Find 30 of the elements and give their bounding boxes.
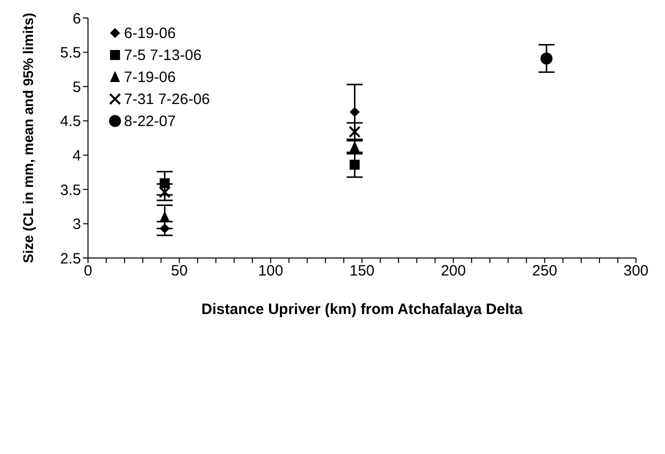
x-tick-label: 150 <box>349 262 375 280</box>
x-tick-label: 200 <box>440 262 466 280</box>
y-tick-label: 4 <box>72 147 81 164</box>
y-axis-title: Size (CL in mm, mean and 95% limits) <box>20 12 36 264</box>
y-tick-label: 3 <box>72 216 81 234</box>
x-tick-label: 0 <box>84 262 92 280</box>
y-tick-label: 3.5 <box>60 182 81 199</box>
point <box>160 178 170 188</box>
point <box>158 186 171 198</box>
legend-label: 7-5 7-13-06 <box>124 46 202 64</box>
y-tick-label: 6 <box>72 10 81 28</box>
point <box>160 210 170 222</box>
y-tick-label: 2.5 <box>60 250 81 268</box>
point <box>540 52 552 64</box>
x-tick-label: 300 <box>623 262 649 280</box>
point <box>350 160 360 170</box>
x-tick-label: 50 <box>170 262 188 280</box>
point <box>160 224 170 234</box>
point <box>348 126 361 138</box>
y-tick-label: 5.5 <box>60 44 81 62</box>
y-tick-label: 4.5 <box>60 113 81 130</box>
y-tick-label: 5 <box>72 78 81 96</box>
legend-label: 6-19-06 <box>124 24 176 42</box>
point <box>350 106 360 117</box>
x-tick-label: 250 <box>532 262 558 280</box>
x-tick-label: 100 <box>258 262 284 280</box>
x-axis-title: Distance Upriver (km) from Atchafalaya Delta <box>201 301 524 318</box>
legend-label: 7-19-06 <box>124 68 176 86</box>
legend-label: 8-22-07 <box>124 112 176 130</box>
legend-label: 7-31 7-26-06 <box>124 90 210 108</box>
